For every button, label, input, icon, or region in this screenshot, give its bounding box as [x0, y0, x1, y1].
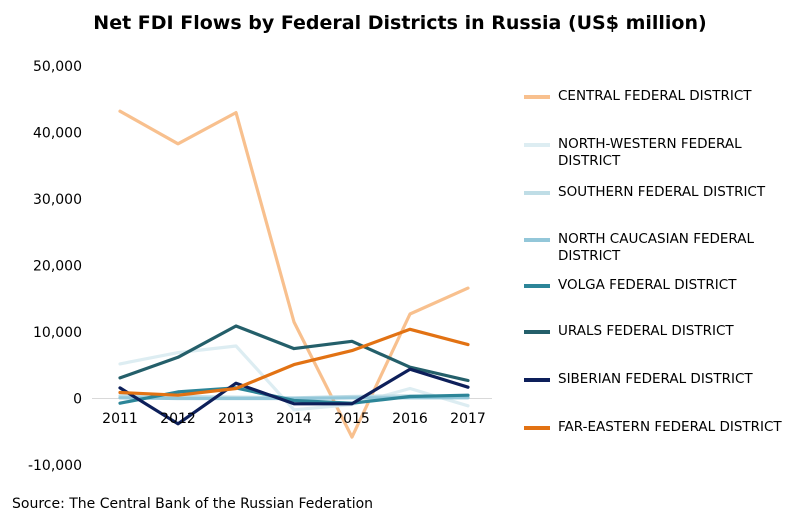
- y-tick-label: -10,000: [28, 458, 82, 474]
- x-tick-label: 2012: [160, 411, 196, 427]
- legend-label: URALS FEDERAL DISTRICT: [558, 323, 734, 339]
- legend-swatch: [524, 238, 550, 242]
- x-tick-label: 2016: [392, 411, 428, 427]
- y-tick-label: 20,000: [33, 259, 82, 275]
- source-note: Source: The Central Bank of the Russian …: [12, 496, 374, 512]
- legend-swatch: [524, 378, 550, 382]
- series-line-4: [118, 386, 470, 405]
- series-lines: [118, 109, 470, 439]
- x-tick-label: 2015: [334, 411, 370, 427]
- series-line-1: [118, 344, 470, 412]
- x-tick-label: 2014: [276, 411, 312, 427]
- x-tick-label: 2013: [218, 411, 254, 427]
- y-axis-tick-labels: -10,000 0 10,000 20,000 30,000 40,000 50,000: [28, 59, 82, 474]
- legend-swatch: [524, 330, 550, 334]
- y-tick-label: 40,000: [33, 126, 82, 142]
- y-tick-label: 10,000: [33, 325, 82, 341]
- series-line-7: [118, 327, 470, 397]
- legend-label: SIBERIAN FEDERAL DISTRICT: [558, 371, 753, 387]
- x-axis-tick-labels: 2011 2012 2013 2014 2015 2016 2017: [102, 411, 486, 427]
- x-tick-label: 2017: [450, 411, 486, 427]
- legend-label: VOLGA FEDERAL DISTRICT: [558, 277, 737, 293]
- legend-label: CENTRAL FEDERAL DISTRICT: [558, 88, 752, 104]
- series-line-6: [118, 367, 470, 426]
- legend-swatch: [524, 284, 550, 288]
- legend-swatch: [524, 95, 550, 99]
- line-chart: -10,000 0 10,000 20,000 30,000 40,000 50,000 2…: [28, 59, 492, 474]
- legend-label: FAR-EASTERN FEDERAL DISTRICT: [558, 419, 782, 435]
- y-tick-label: 0: [73, 392, 82, 408]
- chart-title: Net FDI Flows by Federal Districts in Ru…: [93, 12, 707, 34]
- legend-swatch: [524, 143, 550, 147]
- series-line-0: [118, 109, 470, 439]
- y-tick-label: 30,000: [33, 192, 82, 208]
- y-tick-label: 50,000: [33, 59, 82, 75]
- legend-label: NORTH CAUCASIAN FEDERAL DISTRICT: [558, 231, 755, 264]
- legend-label: NORTH-WESTERN FEDERAL DISTRICT: [558, 136, 742, 169]
- series-line-5: [118, 324, 470, 383]
- x-tick-label: 2011: [102, 411, 138, 427]
- legend: CENTRAL FEDERAL DISTRICT NORTH-WESTERN FE…: [524, 0, 800, 527]
- legend-label: SOUTHERN FEDERAL DISTRICT: [558, 184, 766, 200]
- legend-swatch: [524, 191, 550, 195]
- legend-swatch: [524, 426, 550, 430]
